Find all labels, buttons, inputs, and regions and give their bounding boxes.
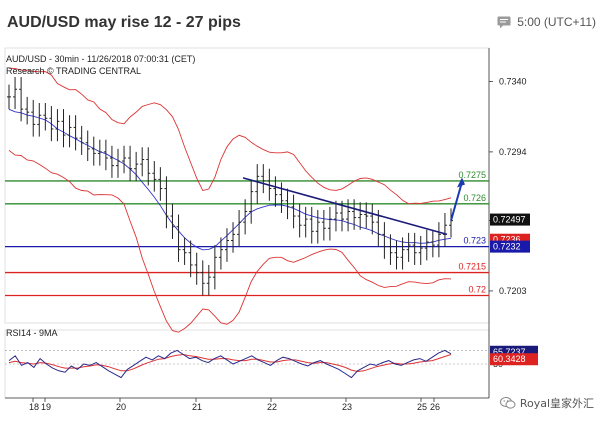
level-label: 0.726 [463,193,486,203]
x-tick-label: 23 [342,402,352,412]
x-tick-label: 21 [192,402,202,412]
x-tick-label: 22 [267,402,277,412]
chart-title: AUD/USD - 30min - 11/26/2018 07:00:31 (C… [6,54,195,64]
upper-band [8,67,452,205]
rsi-ma-line [8,353,452,373]
chart-header: AUD/USD may rise 12 - 27 pips 5:00 (UTC+… [0,0,602,44]
price-tick-label: 0.7294 [499,147,527,157]
projection-arrowhead [457,177,465,188]
rsi-ma-value-label: 60.3428 [493,354,526,364]
x-tick-label: 20 [116,402,126,412]
level-label: 0.72 [468,285,486,295]
price-box-label: 0.72497 [493,215,526,225]
level-label: 0.723 [463,236,486,246]
rsi-line [8,349,452,379]
price-box-label: 0.7232 [493,242,521,252]
wechat-icon [499,397,516,409]
message-icon [497,16,511,28]
page-title: AUD/USD may rise 12 - 27 pips [7,14,241,31]
price-box [490,213,530,226]
timezone-text: 5:00 (UTC+11) [517,15,596,29]
price-tick-label: 0.7203 [499,286,527,296]
price-panel-frame [4,47,490,324]
price-box-label: 0.7236 [493,235,521,245]
watermark-text: Royal皇家外汇 [519,397,594,410]
level-label: 0.7215 [458,262,486,272]
x-tick-label: 25 [417,402,427,412]
price-tick-label: 0.7340 [499,77,527,87]
projection-arrow [450,185,462,221]
trendline [242,177,448,236]
watermark: Royal皇家外汇 [499,395,594,411]
rsi-label: RSI14 - 9MA [6,328,58,338]
level-label: 0.7275 [458,170,486,180]
lower-band [8,150,452,333]
rsi-value-label: 65.7237 [493,347,526,357]
x-tick-label: 18 [29,402,39,412]
price-box [490,240,530,253]
chart-subtitle: Research © TRADING CENTRAL [6,66,141,76]
x-tick-label: 19 [41,402,51,412]
timezone-indicator[interactable]: 5:00 (UTC+11) [497,15,596,29]
rsi-ma-value-box [490,353,538,366]
x-tick-label: 26 [430,402,440,412]
